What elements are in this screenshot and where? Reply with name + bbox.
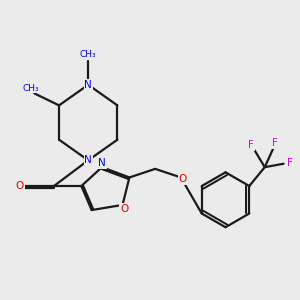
Text: O: O <box>178 174 187 184</box>
Text: CH₃: CH₃ <box>80 50 97 59</box>
Text: N: N <box>98 158 106 168</box>
Text: O: O <box>120 204 128 214</box>
Text: F: F <box>287 158 293 168</box>
Text: CH₃: CH₃ <box>22 84 39 93</box>
Text: F: F <box>248 140 254 150</box>
Text: O: O <box>15 181 24 191</box>
Text: N: N <box>84 80 92 90</box>
Text: N: N <box>84 155 92 165</box>
Text: F: F <box>272 138 278 148</box>
